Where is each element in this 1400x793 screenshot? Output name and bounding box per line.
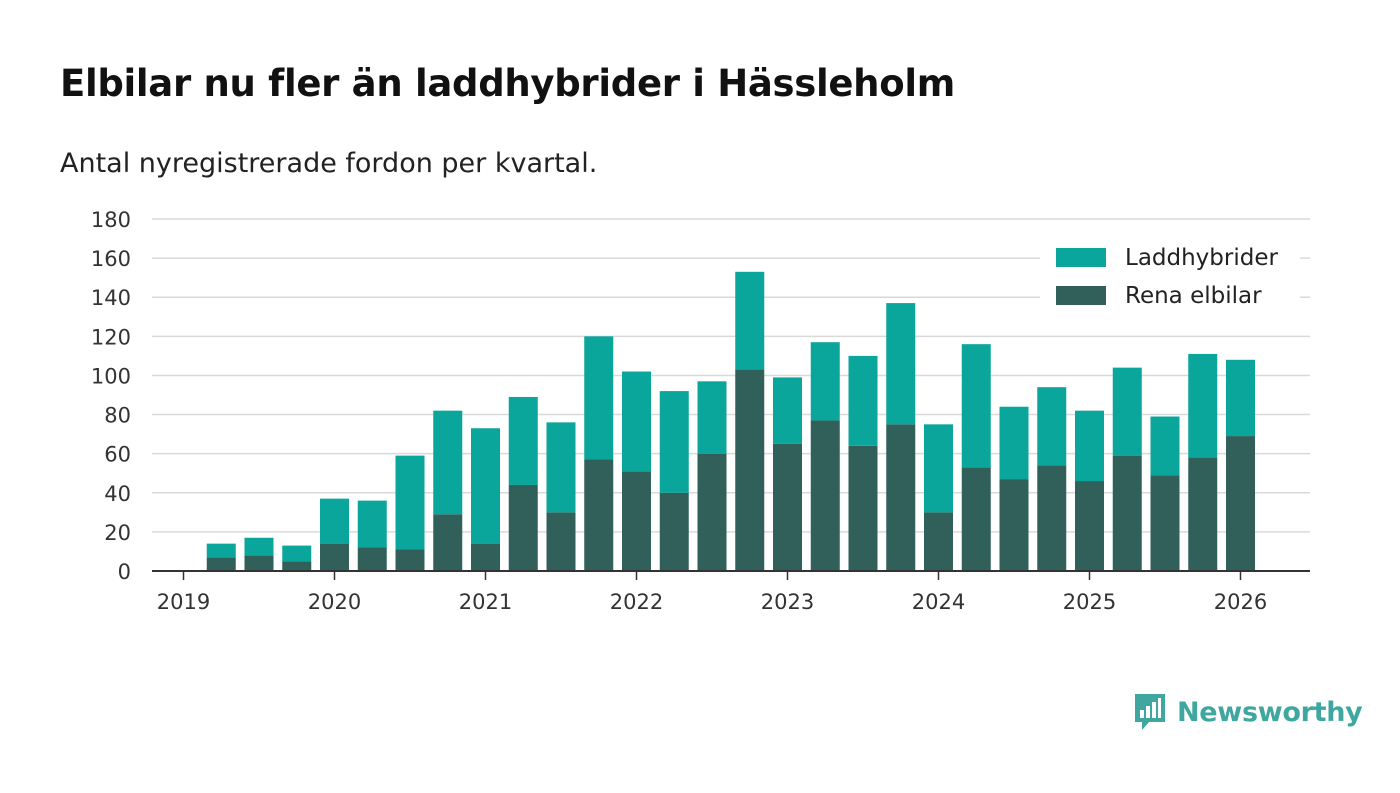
bar-laddhybrider bbox=[471, 428, 500, 544]
x-tick-label: 2019 bbox=[157, 590, 210, 614]
y-tick-label: 40 bbox=[104, 482, 131, 506]
bar-rena-elbilar bbox=[810, 420, 840, 571]
bar-rena-elbilar bbox=[546, 512, 576, 571]
bar-laddhybrider bbox=[886, 303, 916, 425]
bar-rena-elbilar bbox=[395, 549, 425, 571]
bar-laddhybrider bbox=[282, 545, 312, 562]
bar-laddhybrider bbox=[206, 543, 236, 558]
bar-rena-elbilar bbox=[961, 467, 991, 571]
bar-rena-elbilar bbox=[848, 445, 878, 571]
bar-laddhybrider bbox=[659, 391, 689, 493]
bar-chart-speech-bubble-icon bbox=[1135, 694, 1165, 730]
legend-label-rena-elbilar: Rena elbilar bbox=[1125, 283, 1262, 309]
legend-label-laddhybrider: Laddhybrider bbox=[1125, 245, 1278, 271]
bar-rena-elbilar bbox=[584, 459, 614, 571]
legend-swatch-rena-elbilar bbox=[1056, 286, 1106, 305]
bar-rena-elbilar bbox=[659, 492, 689, 571]
chart-title: Elbilar nu fler än laddhybrider i Hässle… bbox=[60, 62, 955, 105]
legend: Laddhybrider Rena elbilar bbox=[1040, 236, 1300, 316]
bar-rena-elbilar bbox=[773, 443, 802, 571]
bar-rena-elbilar bbox=[357, 547, 387, 571]
bar-laddhybrider bbox=[961, 344, 991, 468]
bar-laddhybrider bbox=[1037, 387, 1067, 466]
legend-swatch-laddhybrider bbox=[1056, 248, 1106, 267]
y-tick-label: 140 bbox=[91, 286, 131, 310]
bar-laddhybrider bbox=[584, 336, 614, 460]
bar-rena-elbilar bbox=[924, 512, 953, 571]
bar-rena-elbilar bbox=[320, 543, 349, 571]
bar-rena-elbilar bbox=[622, 471, 651, 571]
bar-laddhybrider bbox=[244, 537, 274, 556]
bar-laddhybrider bbox=[622, 371, 651, 472]
bar-laddhybrider bbox=[773, 377, 802, 444]
bar-laddhybrider bbox=[810, 342, 840, 421]
bar-rena-elbilar bbox=[697, 453, 727, 571]
bar-laddhybrider bbox=[697, 381, 727, 454]
x-tick-label: 2025 bbox=[1063, 590, 1116, 614]
bar-rena-elbilar bbox=[1150, 475, 1180, 571]
bar-rena-elbilar bbox=[1075, 481, 1104, 571]
x-tick-label: 2022 bbox=[610, 590, 663, 614]
y-tick-label: 80 bbox=[104, 404, 131, 428]
bar-laddhybrider bbox=[433, 410, 463, 515]
bar-rena-elbilar bbox=[1226, 436, 1255, 571]
bar-laddhybrider bbox=[999, 406, 1029, 480]
bar-laddhybrider bbox=[395, 455, 425, 550]
y-tick-label: 0 bbox=[118, 560, 131, 584]
chart-subtitle: Antal nyregistrerade fordon per kvartal. bbox=[60, 148, 598, 179]
bar-rena-elbilar bbox=[1112, 455, 1142, 571]
bar-rena-elbilar bbox=[1037, 465, 1067, 571]
x-tick-label: 2021 bbox=[459, 590, 512, 614]
y-tick-label: 160 bbox=[91, 247, 131, 271]
x-tick-label: 2023 bbox=[761, 590, 814, 614]
bar-laddhybrider bbox=[508, 396, 538, 485]
bar-laddhybrider bbox=[1226, 359, 1255, 437]
y-tick-label: 180 bbox=[91, 208, 131, 232]
bar-rena-elbilar bbox=[471, 543, 500, 571]
bar-laddhybrider bbox=[546, 422, 576, 513]
y-tick-label: 120 bbox=[91, 325, 131, 349]
bar-laddhybrider bbox=[357, 500, 387, 548]
newsworthy-logo: Newsworthy bbox=[1133, 692, 1363, 732]
bar-rena-elbilar bbox=[244, 555, 274, 571]
bar-laddhybrider bbox=[1150, 416, 1180, 476]
bar-laddhybrider bbox=[1188, 353, 1218, 458]
y-tick-label: 60 bbox=[104, 443, 131, 467]
bar-rena-elbilar bbox=[206, 557, 236, 571]
bar-laddhybrider bbox=[735, 271, 765, 370]
x-tick-label: 2020 bbox=[308, 590, 361, 614]
bar-rena-elbilar bbox=[886, 424, 916, 571]
x-tick-label: 2024 bbox=[912, 590, 965, 614]
bar-laddhybrider bbox=[1112, 367, 1142, 456]
bar-laddhybrider bbox=[1075, 410, 1104, 482]
bars bbox=[206, 271, 1255, 571]
y-tick-label: 100 bbox=[91, 364, 131, 388]
brand-name: Newsworthy bbox=[1177, 696, 1363, 728]
bar-laddhybrider bbox=[320, 498, 349, 544]
bar-laddhybrider bbox=[924, 424, 953, 513]
bar-rena-elbilar bbox=[999, 479, 1029, 571]
bar-rena-elbilar bbox=[735, 369, 765, 571]
bar-rena-elbilar bbox=[1188, 457, 1218, 571]
x-axis: 2019 2020 2021 2022 2023 2024 2025 2026 bbox=[152, 570, 1310, 614]
bar-rena-elbilar bbox=[508, 484, 538, 571]
x-tick-label: 2026 bbox=[1214, 590, 1267, 614]
bar-laddhybrider bbox=[848, 355, 878, 446]
y-axis-labels: 0 20 40 60 80 100 120 140 160 180 bbox=[91, 208, 131, 584]
bar-rena-elbilar bbox=[282, 561, 312, 571]
bar-rena-elbilar bbox=[433, 514, 463, 571]
y-tick-label: 20 bbox=[104, 521, 131, 545]
